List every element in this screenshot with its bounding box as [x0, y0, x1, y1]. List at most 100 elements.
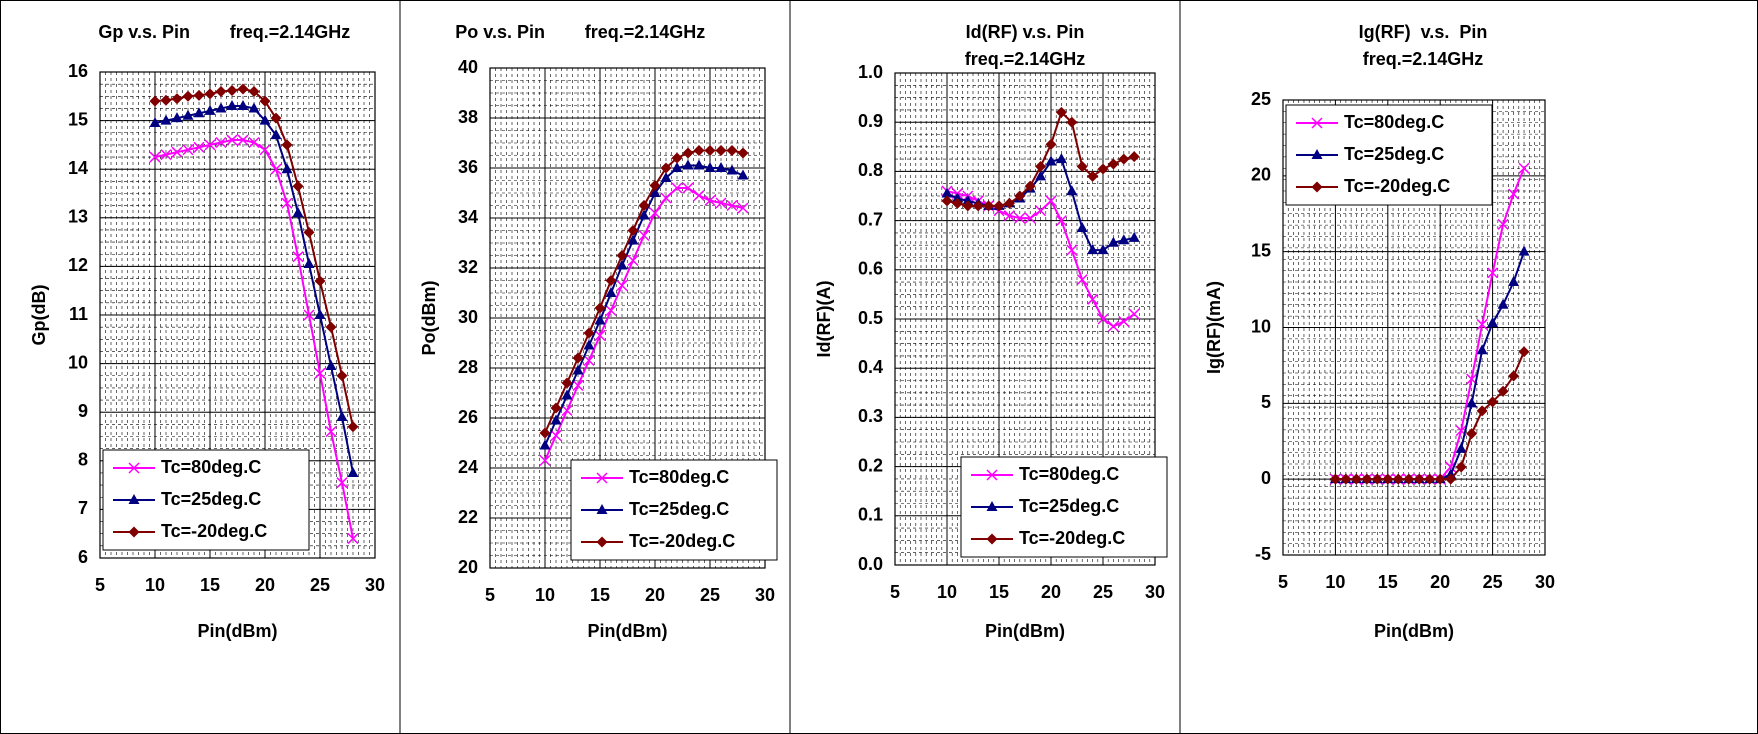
y-tick-label: 15: [68, 109, 88, 129]
y-tick-label: 32: [458, 257, 478, 277]
y-axis-label: Ig(RF)(mA): [1204, 281, 1224, 374]
marker: [1497, 385, 1509, 397]
marker: [237, 83, 249, 95]
marker: [248, 85, 260, 97]
y-tick-label: 13: [68, 207, 88, 227]
marker: [237, 100, 249, 111]
marker: [292, 251, 304, 263]
legend-label: Tc=-20deg.C: [1019, 528, 1125, 548]
marker: [1445, 461, 1457, 473]
marker: [259, 95, 271, 107]
x-tick-label: 15: [200, 575, 220, 595]
y-tick-label: 38: [458, 107, 478, 127]
marker: [616, 279, 628, 292]
marker: [594, 329, 606, 342]
marker: [627, 225, 639, 236]
marker: [1055, 215, 1067, 227]
marker: [1003, 197, 1015, 209]
marker: [682, 159, 694, 170]
marker: [596, 472, 608, 484]
y-tick-label: 1.0: [858, 62, 883, 82]
marker: [983, 200, 995, 212]
marker: [1329, 473, 1341, 485]
legend-label: Tc=-20deg.C: [629, 531, 735, 551]
marker: [539, 427, 551, 439]
marker: [715, 162, 727, 172]
legend: Tc=80deg.C Tc=25deg.C Tc=-20deg.C: [1285, 104, 1493, 206]
legend-label: Tc=25deg.C: [1344, 144, 1444, 164]
marker: [149, 151, 161, 163]
legend-label: Tc=80deg.C: [161, 457, 261, 477]
marker: [215, 102, 227, 113]
chart-subtitle: freq.=2.14GHz: [1363, 49, 1484, 69]
marker: [1361, 473, 1373, 485]
chart-title: Ig(RF) v.s. Pin: [1359, 22, 1488, 42]
marker: [160, 94, 172, 106]
marker: [1087, 293, 1099, 305]
y-tick-label: 0.5: [858, 308, 883, 328]
marker: [638, 229, 650, 242]
marker: [649, 207, 661, 219]
marker: [726, 199, 738, 212]
marker: [182, 109, 194, 120]
marker: [1076, 160, 1088, 172]
marker: [1455, 461, 1467, 473]
y-tick-label: 14: [68, 158, 88, 178]
marker: [303, 257, 315, 268]
marker: [1311, 149, 1323, 159]
marker: [605, 275, 617, 286]
marker: [605, 287, 617, 297]
y-tick-label: 0.4: [858, 357, 883, 377]
marker: [1487, 267, 1499, 279]
legend-label: Tc=80deg.C: [1344, 112, 1444, 132]
marker: [1466, 397, 1478, 408]
y-tick-label: 15: [1251, 240, 1271, 260]
y-tick-label: 25: [1251, 89, 1271, 109]
x-axis-label: Pin(dBm): [1374, 621, 1454, 641]
marker: [1035, 170, 1047, 181]
marker: [270, 129, 282, 140]
marker: [638, 200, 650, 211]
marker: [1035, 160, 1047, 172]
x-tick-label: 30: [1145, 582, 1165, 602]
y-tick-label: 10: [1251, 316, 1271, 336]
y-tick-label: 0.0: [858, 554, 883, 574]
marker: [627, 234, 639, 245]
marker: [1003, 210, 1015, 222]
x-tick-label: 25: [1093, 582, 1113, 602]
marker: [1424, 473, 1436, 485]
marker: [638, 209, 650, 220]
marker: [1455, 442, 1467, 453]
plot-frame: [489, 67, 766, 569]
marker: [1508, 276, 1520, 286]
marker: [941, 187, 953, 198]
legend-label: Tc=25deg.C: [629, 499, 729, 519]
x-tick-label: 20: [645, 585, 665, 605]
marker: [649, 180, 661, 191]
y-tick-label: 8: [78, 450, 88, 470]
x-tick-label: 30: [755, 585, 775, 605]
marker: [1024, 180, 1036, 192]
marker: [715, 197, 727, 209]
marker: [325, 360, 337, 371]
marker: [314, 275, 326, 287]
marker: [572, 352, 584, 364]
y-tick-label: 12: [68, 255, 88, 275]
marker: [1097, 313, 1109, 325]
marker: [237, 134, 249, 146]
y-tick-label: 22: [458, 507, 478, 527]
chart-title: Id(RF) v.s. Pin: [966, 22, 1085, 42]
marker: [215, 136, 227, 149]
marker: [1497, 218, 1509, 230]
y-tick-label: 11: [69, 304, 88, 324]
marker: [1014, 212, 1026, 224]
marker: [171, 93, 183, 105]
marker: [1066, 185, 1078, 196]
marker: [149, 95, 161, 107]
marker: [171, 112, 183, 123]
y-tick-label: -5: [1255, 544, 1271, 564]
marker: [1403, 473, 1415, 485]
legend: Tc=80deg.C Tc=25deg.C Tc=-20deg.C: [570, 459, 778, 561]
marker: [1340, 473, 1352, 485]
marker: [972, 200, 984, 212]
